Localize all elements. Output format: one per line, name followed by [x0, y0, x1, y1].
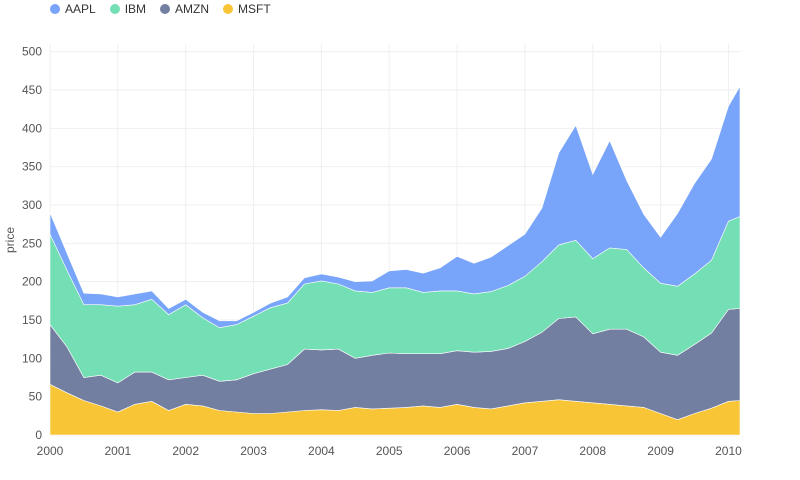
legend-item-ibm[interactable]: IBM [109, 2, 147, 16]
y-axis-title: price [3, 227, 17, 253]
y-axis: 0 50 100 150 200 250 300 350 400 450 500 [22, 45, 42, 442]
x-tick-label: 2002 [172, 444, 199, 458]
legend-item-aapl[interactable]: AAPL [50, 2, 96, 16]
x-tick-label: 2004 [308, 444, 335, 458]
legend-dot-amzn [160, 4, 171, 14]
y-tick-label: 500 [22, 45, 42, 59]
y-tick-label: 300 [22, 198, 42, 212]
legend-item-msft[interactable]: MSFT [223, 2, 271, 16]
y-tick-label: 150 [22, 313, 42, 327]
y-tick-label: 0 [35, 428, 42, 442]
legend-dot-msft [223, 4, 234, 14]
y-tick-label: 400 [22, 121, 42, 135]
x-tick-label: 2006 [444, 444, 471, 458]
x-tick-label: 2008 [579, 444, 606, 458]
legend-item-amzn[interactable]: AMZN [160, 2, 209, 16]
y-tick-label: 50 [29, 390, 43, 404]
y-tick-label: 100 [22, 351, 42, 365]
legend-label-aapl: AAPL [65, 2, 96, 16]
legend-label-msft: MSFT [238, 2, 271, 16]
y-tick-label: 250 [22, 236, 42, 250]
x-tick-label: 2001 [104, 444, 131, 458]
x-tick-label: 2009 [647, 444, 674, 458]
legend-dot-ibm [109, 4, 120, 14]
legend-label-ibm: IBM [124, 2, 147, 16]
legend-label-amzn: AMZN [175, 2, 210, 16]
series-areas [49, 85, 741, 436]
y-tick-label: 200 [22, 275, 42, 289]
x-tick-label: 2000 [37, 444, 64, 458]
x-tick-label: 2005 [376, 444, 403, 458]
x-tick-label: 2003 [240, 444, 267, 458]
area-aapl[interactable] [49, 85, 741, 329]
y-tick-label: 450 [22, 83, 42, 97]
x-tick-label: 2010 [715, 444, 742, 458]
legend-dot-aapl [50, 4, 60, 14]
x-axis: 2000 2001 2002 2003 2004 2005 2006 2007 2008 2009… [37, 444, 742, 458]
y-tick-label: 350 [22, 160, 42, 174]
x-tick-label: 2007 [512, 444, 539, 458]
legend: AAPL IBM AMZN MSFT [50, 2, 271, 16]
